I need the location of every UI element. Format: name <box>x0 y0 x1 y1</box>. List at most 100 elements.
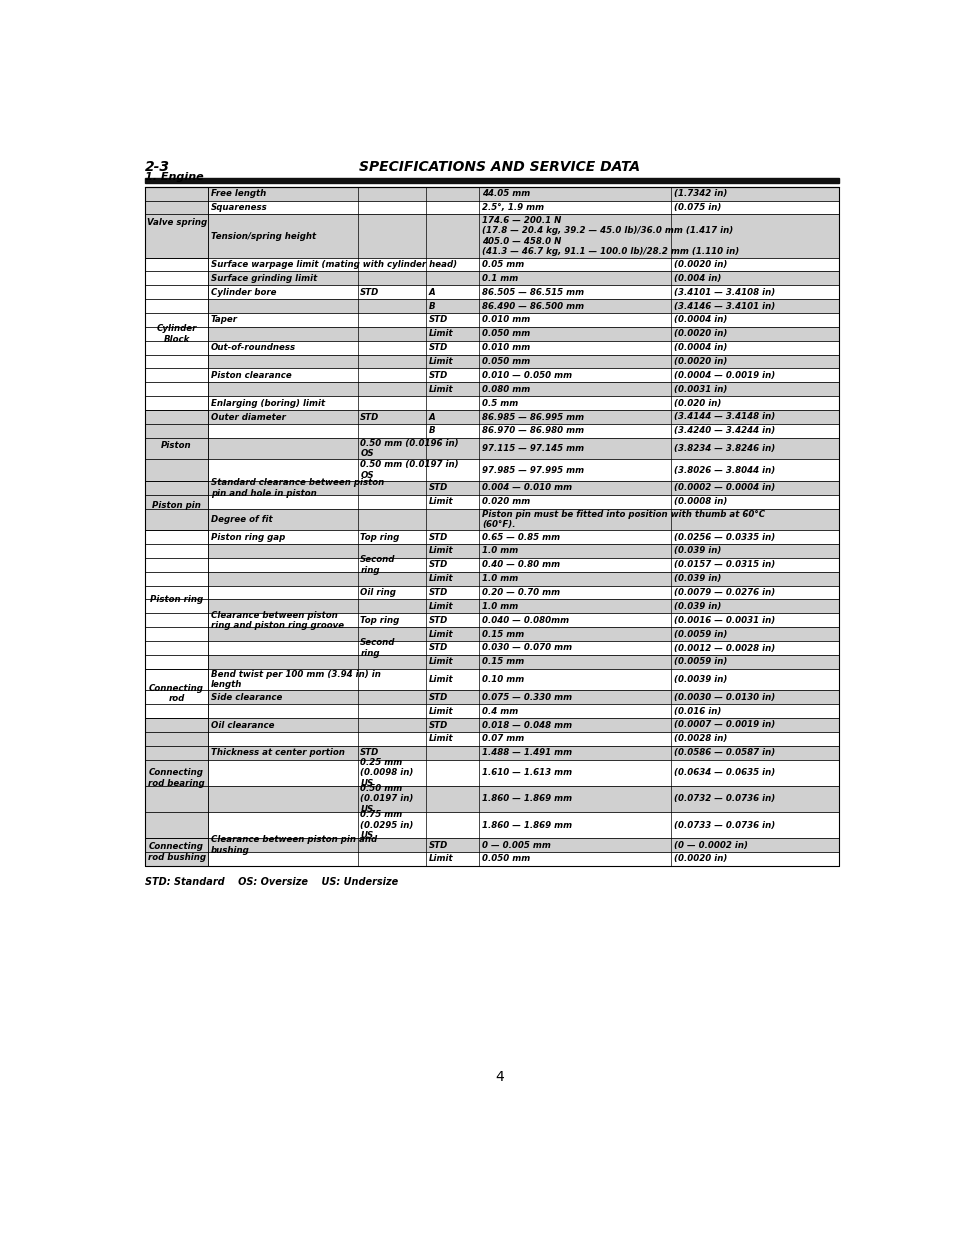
Text: (0.0004 — 0.0019 in): (0.0004 — 0.0019 in) <box>674 371 776 380</box>
Bar <box>145 718 839 732</box>
Text: Second
ring: Second ring <box>360 555 396 575</box>
Bar <box>145 299 839 313</box>
Text: STD: STD <box>428 483 447 492</box>
Text: Limit: Limit <box>428 707 453 715</box>
Text: A: A <box>428 288 435 297</box>
Bar <box>145 272 839 286</box>
Text: Oil ring: Oil ring <box>360 587 396 597</box>
Text: 1.0 mm: 1.0 mm <box>482 602 518 611</box>
Bar <box>145 838 208 866</box>
Bar <box>145 383 839 396</box>
Text: 0.040 — 0.080mm: 0.040 — 0.080mm <box>482 616 569 625</box>
Text: Valve spring: Valve spring <box>147 217 206 227</box>
Text: Out-of-roundness: Out-of-roundness <box>210 343 296 353</box>
Bar <box>145 530 208 668</box>
Text: 0.40 — 0.80 mm: 0.40 — 0.80 mm <box>482 560 560 569</box>
Text: 86.970 — 86.980 mm: 86.970 — 86.980 mm <box>482 426 584 436</box>
Text: 0.1 mm: 0.1 mm <box>482 274 518 283</box>
Text: (0.0732 — 0.0736 in): (0.0732 — 0.0736 in) <box>674 795 776 804</box>
Bar <box>145 718 208 838</box>
Text: (0.0020 in): (0.0020 in) <box>674 356 728 366</box>
Bar <box>145 614 839 627</box>
Text: 1. Engine: 1. Engine <box>145 173 204 183</box>
Bar <box>145 286 839 299</box>
Bar <box>145 215 839 257</box>
Text: 0.07 mm: 0.07 mm <box>482 734 524 744</box>
Text: STD: STD <box>428 616 447 625</box>
Text: Oil clearance: Oil clearance <box>210 720 275 729</box>
Bar <box>145 530 839 544</box>
Text: Standard clearance between piston
pin and hole in piston: Standard clearance between piston pin an… <box>210 478 384 498</box>
Text: Outer diameter: Outer diameter <box>210 412 285 421</box>
Text: Tension/spring height: Tension/spring height <box>210 231 316 241</box>
Bar <box>145 201 839 215</box>
Text: Surface grinding limit: Surface grinding limit <box>210 274 317 283</box>
Bar <box>145 691 839 704</box>
Text: Piston pin: Piston pin <box>152 501 201 510</box>
Bar <box>145 410 839 424</box>
Bar <box>145 369 839 383</box>
Text: 86.985 — 86.995 mm: 86.985 — 86.995 mm <box>482 412 584 421</box>
Bar <box>145 571 839 586</box>
Text: Limit: Limit <box>428 497 453 507</box>
Text: 2-3: 2-3 <box>145 160 170 174</box>
Bar <box>145 838 839 852</box>
Text: 0 — 0.005 mm: 0 — 0.005 mm <box>482 841 551 850</box>
Bar <box>145 186 839 866</box>
Bar <box>145 437 839 460</box>
Text: STD: STD <box>428 371 447 380</box>
Text: Piston pin must be fitted into position with thumb at 60°C
(60°F).: Piston pin must be fitted into position … <box>482 509 765 529</box>
Text: 0.030 — 0.070 mm: 0.030 — 0.070 mm <box>482 643 572 652</box>
Text: Taper: Taper <box>210 315 238 324</box>
Text: 0.010 — 0.050 mm: 0.010 — 0.050 mm <box>482 371 572 380</box>
Bar <box>145 186 839 201</box>
Bar <box>145 655 839 668</box>
Bar <box>145 410 208 481</box>
Text: (1.7342 in): (1.7342 in) <box>674 189 728 199</box>
Bar <box>145 641 839 655</box>
Bar <box>145 481 208 530</box>
Text: (3.8234 — 3.8246 in): (3.8234 — 3.8246 in) <box>674 445 776 453</box>
Text: (0.0008 in): (0.0008 in) <box>674 497 728 507</box>
Text: 0.25 mm
(0.0098 in)
US: 0.25 mm (0.0098 in) US <box>360 758 414 787</box>
Text: (0.0079 — 0.0276 in): (0.0079 — 0.0276 in) <box>674 587 776 597</box>
Text: 0.05 mm: 0.05 mm <box>482 260 524 270</box>
Text: STD: STD <box>428 720 447 729</box>
Bar <box>145 786 839 812</box>
Bar <box>145 340 839 355</box>
Text: Limit: Limit <box>428 574 453 584</box>
Text: (3.4146 — 3.4101 in): (3.4146 — 3.4101 in) <box>674 302 776 310</box>
Text: (0.0031 in): (0.0031 in) <box>674 385 728 394</box>
Bar <box>145 257 208 410</box>
Bar <box>145 544 839 558</box>
Text: (0.0002 — 0.0004 in): (0.0002 — 0.0004 in) <box>674 483 776 492</box>
Text: 0.75 mm
(0.0295 in)
US: 0.75 mm (0.0295 in) US <box>360 810 414 840</box>
Bar <box>145 396 839 410</box>
Bar <box>145 257 839 272</box>
Bar <box>145 558 839 571</box>
Text: 4: 4 <box>495 1069 504 1084</box>
Text: (0.0059 in): (0.0059 in) <box>674 630 728 638</box>
Text: 0.5 mm: 0.5 mm <box>482 399 518 407</box>
Text: Piston ring gap: Piston ring gap <box>210 533 285 542</box>
Text: (0.0634 — 0.0635 in): (0.0634 — 0.0635 in) <box>674 769 776 777</box>
Text: Limit: Limit <box>428 385 453 394</box>
Text: 0.15 mm: 0.15 mm <box>482 630 524 638</box>
Bar <box>145 494 839 509</box>
Text: (0.0020 in): (0.0020 in) <box>674 329 728 338</box>
Bar <box>145 627 839 641</box>
Text: 0.10 mm: 0.10 mm <box>482 676 524 684</box>
Bar <box>145 424 839 437</box>
Text: Limit: Limit <box>428 854 453 863</box>
Text: (0.016 in): (0.016 in) <box>674 707 722 715</box>
Text: (0.0020 in): (0.0020 in) <box>674 260 728 270</box>
Text: A: A <box>428 412 435 421</box>
Text: (0.0039 in): (0.0039 in) <box>674 676 728 684</box>
Text: STD: STD <box>360 748 379 758</box>
Text: STD: STD <box>428 560 447 569</box>
Text: Limit: Limit <box>428 356 453 366</box>
Text: STD: STD <box>428 343 447 353</box>
Text: Limit: Limit <box>428 546 453 555</box>
Bar <box>145 732 839 745</box>
Text: (0.0059 in): (0.0059 in) <box>674 657 728 667</box>
